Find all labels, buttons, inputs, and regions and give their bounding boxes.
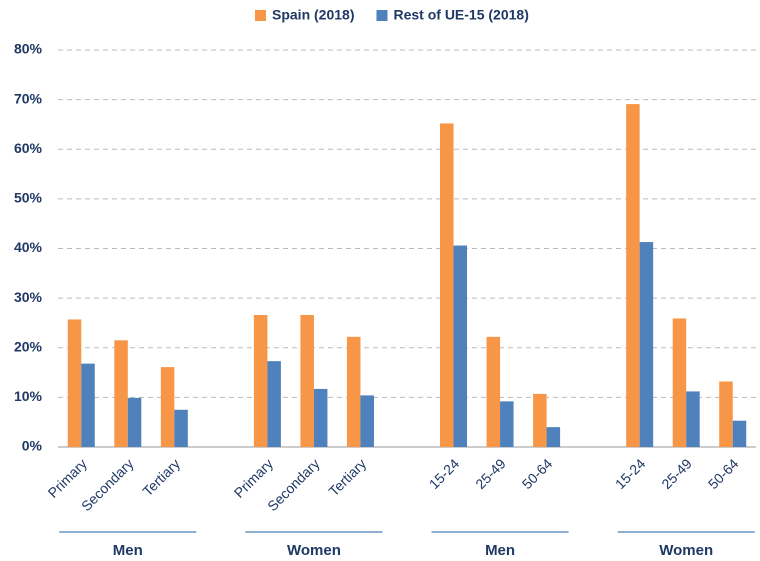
y-tick-label: 40% [14,239,43,255]
bar [313,388,328,447]
bar [732,420,747,447]
legend-label: Rest of UE-15 (2018) [393,7,528,23]
bar [360,395,374,447]
bar [453,245,468,447]
x-tick-label: Primary [231,455,276,500]
bar [127,397,142,447]
bar [81,363,95,447]
bar [686,391,700,447]
group-label: Women [287,542,341,559]
x-tick-label: 15-24 [426,455,463,492]
x-tick-label: 25-49 [658,455,695,492]
x-tick-label: 15-24 [612,455,649,492]
bar [672,318,687,447]
bar [719,381,733,447]
x-tick-label: Tertiary [325,455,369,499]
x-tick-label: 25-49 [472,455,509,492]
bar [67,319,82,447]
group-label: Women [659,542,713,559]
y-tick-label: 50% [14,190,43,206]
bar [500,401,514,447]
x-tick-label: Tertiary [139,455,183,499]
bar [300,314,314,447]
group-label: Men [485,542,515,559]
bar [114,340,128,447]
x-tick-label: 50-64 [519,455,556,492]
bar [546,427,561,447]
y-tick-label: 30% [14,289,43,305]
bar [267,361,281,447]
bar [440,123,454,447]
y-tick-label: 0% [22,438,43,454]
y-tick-label: 80% [14,41,43,57]
x-tick-label: 50-64 [705,455,742,492]
bar [486,336,501,447]
bar [253,314,268,447]
legend-label: Spain (2018) [272,7,354,23]
y-tick-label: 10% [14,388,43,404]
bar [174,409,188,447]
bar [160,367,175,447]
legend-swatch [255,10,266,21]
y-tick-label: 20% [14,338,43,354]
legend-swatch [376,10,388,21]
bar [346,336,361,447]
group-label: Men [113,542,143,559]
x-tick-label: Primary [45,455,90,500]
y-tick-label: 60% [14,140,43,156]
bar [626,104,640,447]
bar [639,242,654,447]
y-tick-label: 70% [14,90,43,106]
bar [533,393,547,447]
